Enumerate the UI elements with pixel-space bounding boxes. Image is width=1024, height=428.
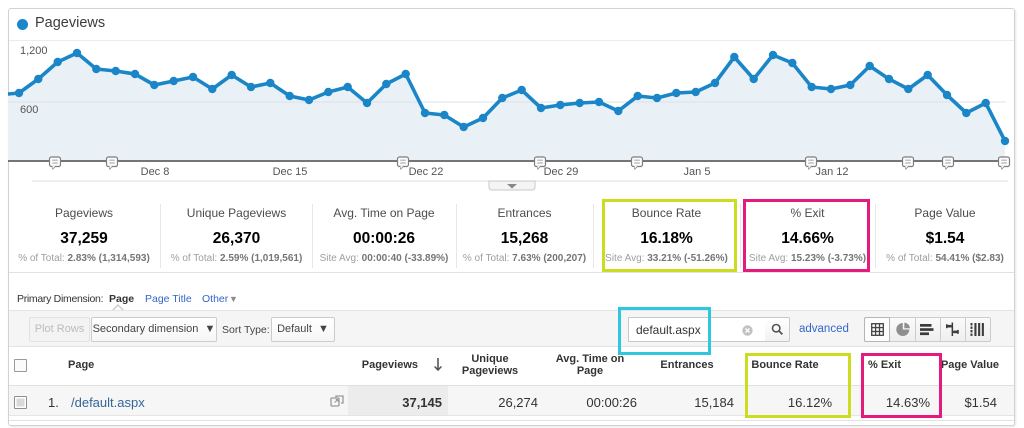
svg-text:Dec 15: Dec 15	[273, 166, 308, 178]
svg-text:Dec 22: Dec 22	[409, 166, 444, 178]
svg-text:1,200: 1,200	[20, 45, 48, 57]
svg-text:600: 600	[20, 104, 38, 116]
svg-text:Jan 5: Jan 5	[684, 166, 711, 178]
svg-text:Jan 12: Jan 12	[815, 166, 848, 178]
svg-text:Dec 29: Dec 29	[544, 166, 579, 178]
svg-text:Dec 8: Dec 8	[141, 166, 170, 178]
